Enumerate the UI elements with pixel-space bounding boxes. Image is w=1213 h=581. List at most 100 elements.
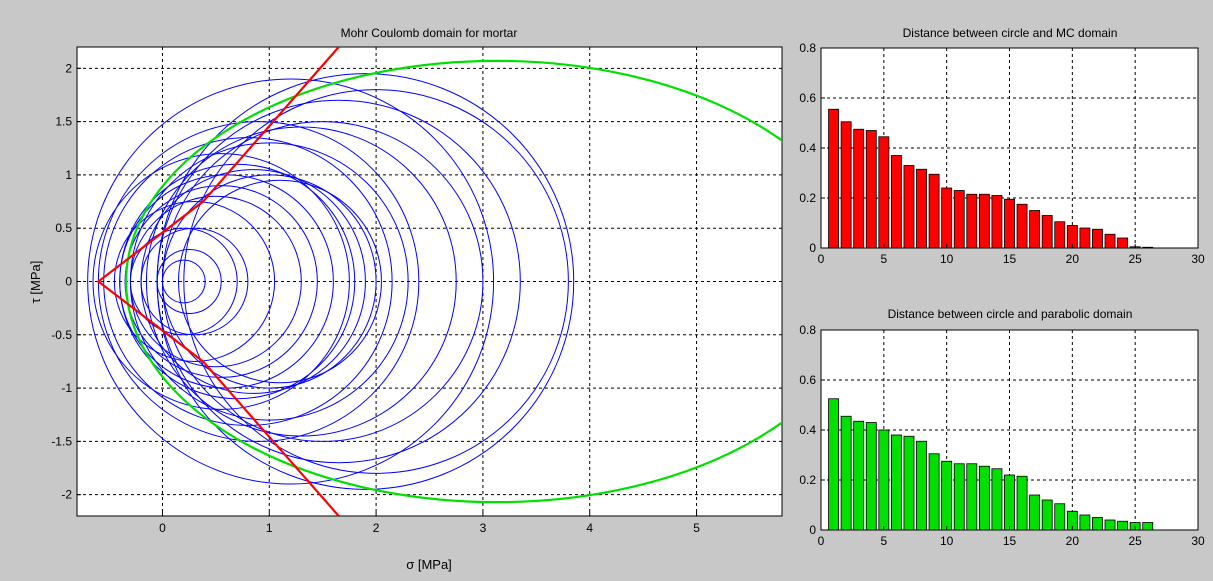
bar1-bar: [1104, 233, 1116, 249]
bar2-bar: [865, 422, 877, 531]
main-x-axis-label: σ [MPa]: [406, 557, 452, 572]
bar1-bar: [1029, 210, 1041, 249]
bar1-chart-title: Distance between circle and MC domain: [903, 26, 1118, 40]
mc-envelope-line: [96, 47, 340, 516]
bar1-x-tick-label: 0: [818, 252, 825, 266]
bar1-x-tick-label: 30: [1191, 252, 1205, 266]
parabolic-distance-bars: [828, 398, 1154, 531]
main-x-tick-label: 5: [693, 521, 700, 535]
bar2-bar: [1117, 520, 1129, 531]
bar2-bar: [903, 435, 915, 531]
mohr-circle: [177, 179, 382, 384]
mohr-circle: [156, 73, 575, 490]
bar1-y-tick-label: 0.8: [799, 41, 816, 55]
main-x-tick-label: 0: [159, 521, 166, 535]
mohr-circle: [161, 121, 484, 442]
bar2-bar: [916, 440, 927, 531]
bar1-y-tick-label: 0: [809, 241, 816, 255]
main-chart-title: Mohr Coulomb domain for mortar: [341, 26, 518, 40]
main-x-tick-label: 1: [266, 521, 273, 535]
bar1-x-tick-label: 10: [940, 252, 954, 266]
main-x-tick-label: 4: [586, 521, 593, 535]
bar1-bar: [1004, 198, 1015, 249]
bar1-bar: [1041, 215, 1053, 249]
bar1-bar: [941, 187, 953, 249]
bar1-bar: [916, 168, 927, 249]
bar1-bar: [1079, 227, 1091, 249]
bar2-bar: [1079, 514, 1091, 531]
mc-distance-bars: [828, 108, 1154, 249]
bar2-x-tick-label: 25: [1128, 534, 1142, 548]
mohr-circle: [183, 89, 569, 474]
main-y-tick-label: 0.5: [55, 221, 72, 235]
main-y-tick-label: -2: [61, 488, 72, 502]
main-y-tick-label: -1: [61, 381, 72, 395]
bar1-bar: [853, 128, 865, 249]
main-x-tick-label: 2: [373, 521, 380, 535]
bar2-y-tick-label: 0.4: [799, 423, 816, 437]
bar2-x-tick-label: 5: [880, 534, 887, 548]
bar2-y-tick-label: 0: [809, 523, 816, 537]
bar1-bar: [890, 155, 902, 249]
main-plot-area: [76, 46, 783, 517]
bar1-bar: [1054, 221, 1066, 249]
bar2-x-tick-label: 15: [1003, 534, 1017, 548]
bar2-x-tick-label: 20: [1066, 534, 1080, 548]
bar1-bar: [1142, 246, 1154, 249]
bar1-y-tick-label: 0.2: [799, 191, 816, 205]
mc-distance-bar-chart: Distance between circle and MC domain 0 5…: [799, 26, 1205, 266]
bar1-x-tick-label: 20: [1066, 252, 1080, 266]
bar2-y-tick-label: 0.2: [799, 473, 816, 487]
bar1-bar: [878, 136, 890, 249]
bar2-bar: [878, 429, 890, 531]
main-y-tick-label: 1.5: [55, 115, 72, 129]
bar1-x-tick-label: 25: [1128, 252, 1142, 266]
bar1-y-tick-label: 0.4: [799, 141, 816, 155]
bar1-bar: [928, 173, 940, 249]
bar2-bar: [1092, 517, 1103, 531]
bar2-bar: [853, 420, 865, 531]
main-y-tick-label: 1: [65, 168, 72, 182]
bar1-bar: [1092, 228, 1103, 249]
bar2-x-tick-label: 30: [1191, 534, 1205, 548]
parabolic-envelope-line: [125, 59, 782, 504]
bar2-bar: [1029, 494, 1041, 531]
mohr-circle: [145, 126, 457, 437]
mohr-circle: [113, 201, 276, 362]
mohr-circle: [129, 142, 409, 421]
bar2-y-tick-label: 0.8: [799, 323, 816, 337]
bar2-bar: [1142, 522, 1154, 531]
bar2-bar: [978, 465, 990, 531]
bar1-x-tick-label: 5: [880, 252, 887, 266]
main-x-tick-label: 3: [480, 521, 487, 535]
bar1-bar: [966, 193, 978, 249]
bar2-bar: [1016, 475, 1028, 531]
bar1-bar: [1016, 203, 1028, 249]
main-y-tick-label: 2: [65, 61, 72, 75]
main-y-tick-label: -0.5: [51, 328, 72, 342]
bar2-bar: [991, 468, 1003, 531]
mohr-circle: [140, 169, 366, 394]
bar2-bar: [941, 460, 953, 531]
bar2-bar: [1104, 519, 1116, 531]
bar2-bar: [1004, 474, 1015, 531]
bar2-bar: [1054, 503, 1066, 531]
bar2-bar: [953, 463, 965, 531]
bar1-y-tick-label: 0.6: [799, 91, 816, 105]
bar2-bar: [890, 434, 902, 531]
bar1-bar: [903, 165, 915, 249]
bar2-x-tick-label: 10: [940, 534, 954, 548]
bar2-bar: [828, 398, 839, 531]
bar2-bar: [966, 463, 978, 531]
bar2-y-tick-label: 0.6: [799, 373, 816, 387]
bar1-bar: [991, 195, 1003, 249]
main-y-tick-label: 0: [65, 275, 72, 289]
bar1-bar: [840, 121, 852, 249]
bar1-bar: [828, 108, 839, 249]
bar1-bar: [1117, 237, 1129, 249]
bar1-bar: [865, 130, 877, 249]
main-y-tick-label: -1.5: [51, 434, 72, 448]
mohr-coulomb-chart: Mohr Coulomb domain for mortar 0 1 2 3 4 5 -2 -…: [28, 26, 783, 572]
